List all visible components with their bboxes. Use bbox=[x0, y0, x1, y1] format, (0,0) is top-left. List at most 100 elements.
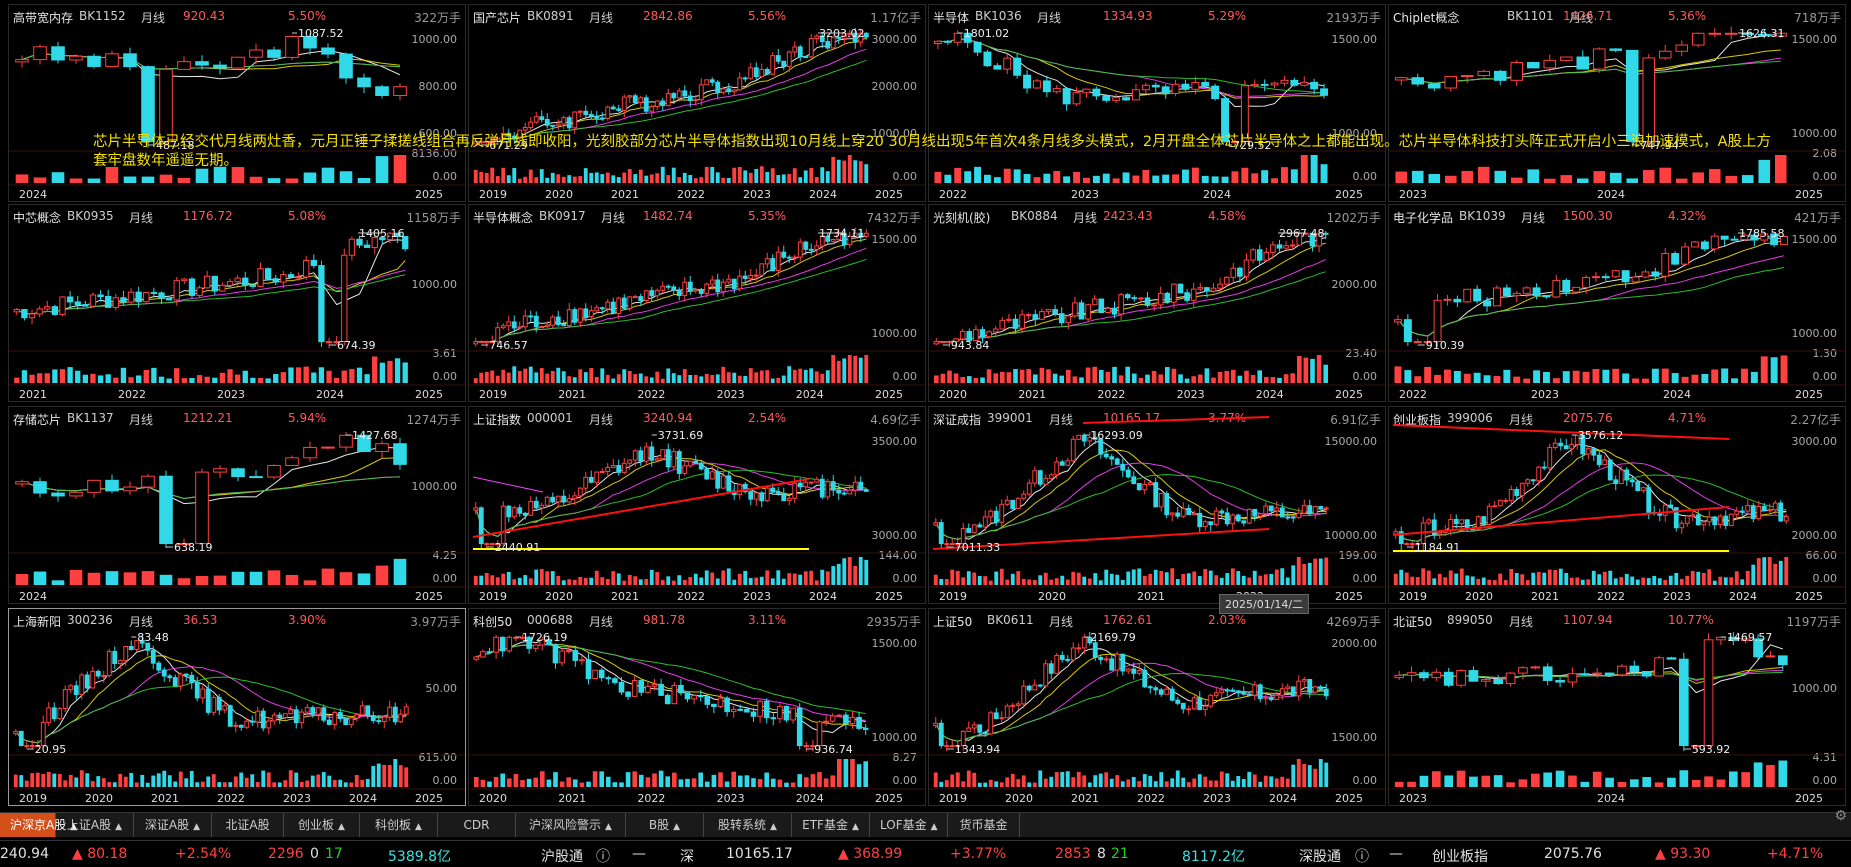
hgt-value: — bbox=[632, 846, 646, 862]
tab-12[interactable]: 货币基金 bbox=[948, 813, 1020, 837]
tab-11[interactable]: LOF基金 ▲ bbox=[870, 813, 948, 837]
panel-change: 2.54% bbox=[748, 411, 787, 425]
low-price-label: 746.57 bbox=[489, 339, 528, 352]
sgt-help-icon[interactable]: ⓘ bbox=[1355, 849, 1369, 865]
y-axis-tick: 600.00 bbox=[419, 127, 458, 140]
tab-label: 北证A股 bbox=[225, 818, 270, 832]
cyb-index-change: ▲ 93.30 bbox=[1655, 846, 1711, 862]
panel-code: 399006 bbox=[1447, 411, 1493, 425]
chart-panel-bk0884[interactable]: 光刻机(胶) BK0884 月线 2423.43 4.58% 1202万手 2967.48 9… bbox=[928, 204, 1386, 402]
chart-panel-bk1101[interactable]: Chiplet概念 BK1101 月线 1426.71 5.36% 718万手 1626.3… bbox=[1388, 4, 1846, 202]
volume-axis-tick: 0.00 bbox=[1353, 370, 1378, 383]
panel-header: 半导体 BK1036 月线 1334.93 5.29% 2193万手 bbox=[933, 7, 1381, 25]
tab-8[interactable]: B股 ▲ bbox=[626, 813, 704, 837]
kline-chart: 83.48 20.95 50.00 615.00 0.00 2019 2020 2021 202… bbox=[9, 631, 465, 805]
y-axis-tick: 1000.00 bbox=[1792, 682, 1838, 695]
low-price-label: 674.39 bbox=[337, 339, 376, 352]
panel-code: BK1036 bbox=[975, 9, 1022, 23]
high-price-label: 1087.52 bbox=[298, 27, 344, 40]
x-axis-tick: 2021 bbox=[19, 388, 47, 401]
cyb-index-pct: +4.71% bbox=[1767, 846, 1824, 862]
chart-panel-bk1036[interactable]: 半导体 BK1036 月线 1334.93 5.29% 2193万手 1801.02 729.… bbox=[928, 4, 1386, 202]
kline-chart: 1801.02 729.52 1500.00 1000.00 0.00 2022 2023 2… bbox=[929, 27, 1385, 201]
low-price-label: 747.94 bbox=[1640, 139, 1679, 152]
panel-header: 创业板指 399006 月线 2075.76 4.71% 2.27亿手 bbox=[1393, 409, 1841, 427]
chart-panel-000001[interactable]: 上证指数 000001 月线 3240.94 2.54% 4.69亿手 3731.69 244… bbox=[468, 406, 926, 604]
panel-volume: 4.69亿手 bbox=[870, 413, 921, 427]
panel-title: 高带宽内存 bbox=[13, 11, 74, 25]
volume-axis-tick: 199.00 bbox=[1339, 549, 1378, 562]
tab-7[interactable]: 沪深风险警示 ▲ bbox=[516, 813, 626, 837]
sz-index-change: ▲ 368.99 bbox=[838, 846, 903, 862]
high-price-label: 1626.31 bbox=[1739, 27, 1785, 40]
x-axis-tick: 2023 bbox=[1177, 388, 1205, 401]
chart-panel-bk0935[interactable]: 中芯概念 BK0935 月线 1176.72 5.08% 1158万手 1405.16 674… bbox=[8, 204, 466, 402]
y-axis-tick: 1500.00 bbox=[1792, 233, 1838, 246]
x-axis-tick: 2019 bbox=[939, 590, 967, 603]
x-axis-tick: 2019 bbox=[1399, 590, 1427, 603]
panel-period: 月线 bbox=[1509, 615, 1534, 629]
tab-4[interactable]: 创业板 ▲ bbox=[284, 813, 360, 837]
kline-chart: 3731.69 2440.91 3500.00 3000.00 144.00 0.00 20… bbox=[469, 429, 925, 603]
sz-amount: 8117.2亿 bbox=[1182, 849, 1245, 865]
sgt-label[interactable]: 深股通 bbox=[1299, 849, 1341, 865]
tab-1[interactable]: 上证A股 ▲ bbox=[56, 813, 134, 837]
x-axis-tick: 2024 bbox=[349, 792, 377, 805]
y-axis-tick: 1000.00 bbox=[1792, 327, 1838, 340]
chart-panel-bk0917[interactable]: 半导体概念 BK0917 月线 1482.74 5.35% 7432万手 1734.11 74… bbox=[468, 204, 926, 402]
x-axis-tick: 2024 bbox=[1597, 188, 1625, 201]
chart-panel-899050[interactable]: 北证50 899050 月线 1107.94 10.77% 1197万手 1469.57 59… bbox=[1388, 608, 1846, 806]
volume-axis-tick: 3.61 bbox=[433, 347, 458, 360]
y-axis-tick: 1000.00 bbox=[412, 278, 458, 291]
high-price-label: 83.48 bbox=[137, 631, 169, 644]
chart-panel-300236[interactable]: 上海新阳 300236 月线 36.53 3.90% 3.97万手 83.48 20.95 50… bbox=[8, 608, 466, 806]
hgt-help-icon[interactable]: ⓘ bbox=[596, 849, 610, 865]
caret-up-icon: ▲ bbox=[193, 822, 201, 832]
chart-panel-399006[interactable]: 创业板指 399006 月线 2075.76 4.71% 2.27亿手 3576.12 118… bbox=[1388, 406, 1846, 604]
panel-header: Chiplet概念 BK1101 月线 1426.71 5.36% 718万手 bbox=[1393, 7, 1841, 25]
chart-panel-bk0611[interactable]: 上证50 BK0611 月线 1762.61 2.03% 4269万手 2169.79 134… bbox=[928, 608, 1386, 806]
x-axis-tick: 2024 bbox=[809, 188, 837, 201]
tab-6[interactable]: CDR bbox=[438, 813, 516, 837]
chart-panel-bk1152[interactable]: 高带宽内存 BK1152 月线 920.43 5.50% 322万手 1087.52 487.… bbox=[8, 4, 466, 202]
panel-volume: 3.97万手 bbox=[410, 615, 461, 629]
tab-3[interactable]: 北证A股 bbox=[212, 813, 284, 837]
y-axis-tick: 3500.00 bbox=[872, 435, 918, 448]
settings-gear-icon[interactable]: ⚙ bbox=[1834, 808, 1847, 824]
tab-5[interactable]: 科创板 ▲ bbox=[360, 813, 438, 837]
panel-title: 存储芯片 bbox=[13, 413, 62, 427]
chart-panel-bk1137[interactable]: 存储芯片 BK1137 月线 1212.21 5.94% 1274万手 1427.68 638… bbox=[8, 406, 466, 604]
panel-volume: 1158万手 bbox=[406, 211, 461, 225]
tab-label: 科创板 bbox=[375, 818, 412, 832]
x-axis-tick: 2021 bbox=[558, 792, 586, 805]
tab-10[interactable]: ETF基金 ▲ bbox=[792, 813, 870, 837]
x-axis-tick: 2022 bbox=[637, 792, 665, 805]
x-axis-tick: 2024 bbox=[796, 792, 824, 805]
volume-axis-tick: 0.00 bbox=[1813, 572, 1838, 585]
x-axis-tick: 2021 bbox=[611, 188, 639, 201]
caret-up-icon: ▲ bbox=[673, 822, 681, 832]
tab-2[interactable]: 深证A股 ▲ bbox=[134, 813, 212, 837]
panel-change: 5.56% bbox=[748, 9, 787, 23]
y-axis-tick: 1000.00 bbox=[1792, 127, 1838, 140]
x-axis-tick: 2021 bbox=[1018, 388, 1046, 401]
tab-label: 深证A股 bbox=[144, 818, 190, 832]
x-axis-tick: 2023 bbox=[1399, 792, 1427, 805]
chart-panel-bk1039[interactable]: 电子化学品 BK1039 月线 1500.30 4.32% 421万手 1785.58 910… bbox=[1388, 204, 1846, 402]
panel-title: Chiplet概念 bbox=[1393, 11, 1460, 25]
panel-change: 4.71% bbox=[1668, 411, 1707, 425]
x-axis-tick: 2021 bbox=[151, 792, 179, 805]
tab-0[interactable]: 沪深京A股 ▲ bbox=[0, 813, 77, 837]
kline-chart: 1626.31 747.94 1500.00 1000.00 2.08 0.00 2023 2… bbox=[1389, 26, 1845, 201]
panel-code: 899050 bbox=[1447, 613, 1493, 627]
tab-9[interactable]: 股转系统 ▲ bbox=[704, 813, 792, 837]
panel-header: 光刻机(胶) BK0884 月线 2423.43 4.58% 1202万手 bbox=[933, 207, 1381, 225]
chart-panel-bk0891[interactable]: 国产芯片 BK0891 月线 2842.86 5.56% 1.17亿手 3203.02 671… bbox=[468, 4, 926, 202]
chart-panel-000688[interactable]: 科创50 000688 月线 981.78 3.11% 2935万手 1726.19 936.… bbox=[468, 608, 926, 806]
hgt-label[interactable]: 沪股通 bbox=[541, 849, 583, 865]
panel-period: 月线 bbox=[1521, 211, 1546, 225]
panel-title: 上证指数 bbox=[473, 413, 522, 427]
sh-index-value: 240.94 bbox=[0, 846, 49, 862]
chart-panel-399001[interactable]: 深证成指 399001 月线 10165.17 3.77% 6.91亿手 16293.09 7… bbox=[928, 406, 1386, 604]
low-price-label: 1184.91 bbox=[1415, 541, 1461, 554]
